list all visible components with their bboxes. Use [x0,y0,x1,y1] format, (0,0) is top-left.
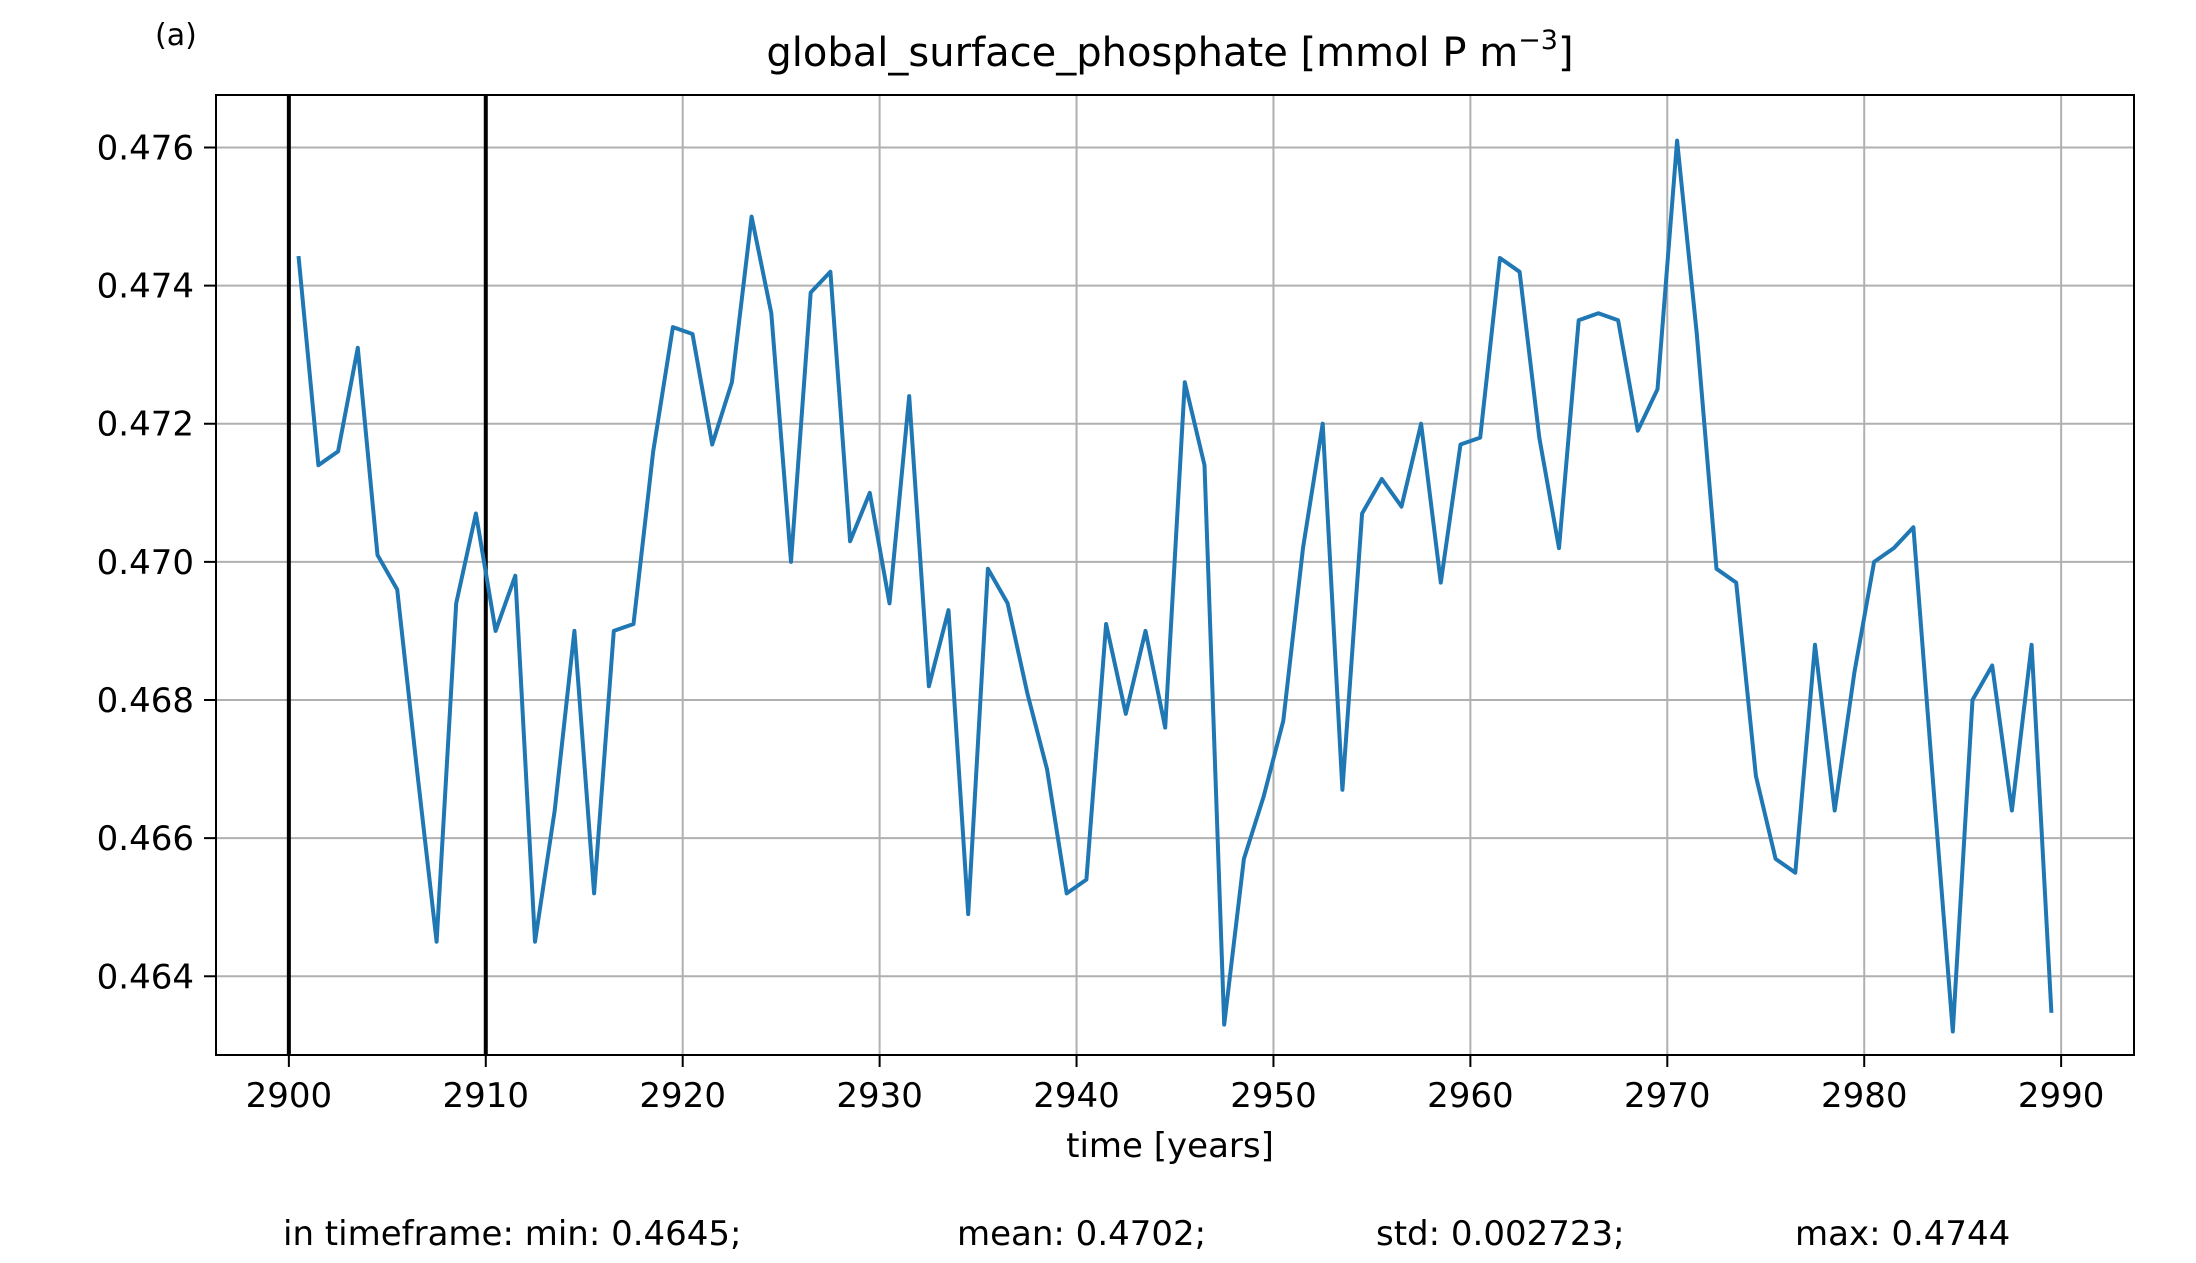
y-tick-label: 0.472 [97,405,194,445]
footer-mean: mean: 0.4702; [957,1214,1206,1254]
y-tick-label: 0.468 [97,681,194,721]
y-tick-label: 0.466 [97,819,194,859]
x-tick-label: 2960 [1427,1076,1514,1116]
series-layer [296,138,2054,1034]
chart-title-end: ] [1558,30,1574,76]
x-tick-label: 2970 [1624,1076,1711,1116]
chart-title-superscript: −3 [1518,25,1558,56]
x-tick-label: 2910 [443,1076,530,1116]
x-tick-label: 2920 [639,1076,726,1116]
x-tick-label: 2930 [836,1076,923,1116]
x-tick-label: 2990 [2018,1076,2105,1116]
tick-labels: 2900 2910 2920 2930 2940 2950 2960 2970 2980 2990… [97,128,2105,1116]
tick-marks [204,146,2063,1067]
chart-title: global_surface_phosphate [mmol P m−3] [766,25,1573,76]
y-tick-label: 0.476 [97,128,194,168]
panel-label: (a) [155,18,197,53]
y-tick-label: 0.470 [97,543,194,583]
footer-std: std: 0.002723; [1376,1214,1625,1254]
footer-min: in timeframe: min: 0.4645; [283,1214,742,1254]
axes-frame [215,94,2135,1056]
y-tick-label: 0.464 [97,957,194,997]
x-tick-label: 2900 [246,1076,333,1116]
footer-max: max: 0.4744 [1795,1214,2010,1254]
chart-title-main: global_surface_phosphate [mmol P m [766,30,1518,76]
x-tick-label: 2950 [1230,1076,1317,1116]
x-tick-label: 2980 [1821,1076,1908,1116]
x-tick-label: 2940 [1033,1076,1120,1116]
x-axis-label: time [years] [1066,1126,1274,1166]
series-line [296,138,2054,1034]
y-tick-label: 0.474 [97,267,194,307]
